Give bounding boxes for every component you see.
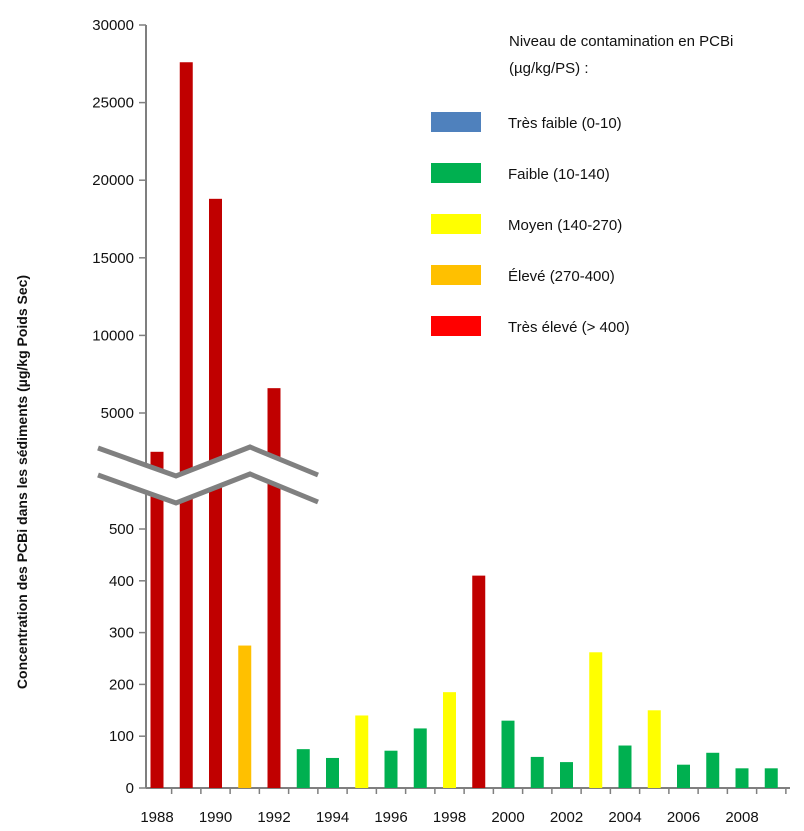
y-tick-label: 15000 [92, 250, 134, 267]
legend-title-line-2: (µg/kg/PS) : [509, 60, 589, 77]
y-tick-label: 30000 [92, 17, 134, 34]
axes: 0 100 200 300 400 500 5000 10000 15000 20000 25000… [92, 17, 790, 826]
x-tick-label: 1998 [433, 809, 466, 826]
bar-2007 [706, 752, 720, 788]
legend-label-eleve: Élevé (270-400) [508, 268, 615, 285]
x-tick-label: 2006 [667, 809, 700, 826]
bar-2003 [589, 652, 603, 788]
y-tick-label: 25000 [92, 95, 134, 112]
x-tick-label: 2004 [608, 809, 641, 826]
bar-2000 [501, 720, 515, 788]
axis-break-mark [97, 444, 319, 506]
bar-1990 [209, 198, 222, 789]
x-tick-label: 2008 [725, 809, 758, 826]
legend-label-faible: Faible (10-140) [508, 166, 610, 183]
y-axis-label: Concentration des PCBi dans les sédiment… [14, 275, 30, 689]
bar-1995 [355, 715, 369, 788]
legend-swatch-tres_eleve [431, 316, 481, 336]
bar-1994 [326, 757, 339, 788]
bars [150, 62, 778, 789]
x-tick-label: 1992 [257, 809, 290, 826]
bar-1997 [413, 728, 427, 788]
bar-2006 [677, 764, 690, 788]
legend-title-line-1: Niveau de contamination en PCBi [509, 33, 733, 50]
legend-swatch-moyen [431, 214, 481, 234]
axis-break-line-lower [97, 471, 319, 506]
y-tick-label: 0 [126, 780, 134, 797]
y-tick-label: 20000 [92, 172, 134, 189]
x-tick-label: 2000 [491, 809, 524, 826]
bar-1988 [150, 451, 164, 788]
bar-2002 [560, 762, 573, 788]
y-tick-label: 200 [109, 676, 134, 693]
bar-2005 [647, 710, 661, 788]
y-tick-label: 10000 [92, 327, 134, 344]
bar-1993 [296, 749, 310, 788]
bar-1998 [443, 692, 456, 788]
bar-1999 [472, 575, 486, 788]
bar-1996 [384, 750, 398, 788]
y-tick-label: 500 [109, 521, 134, 538]
y-tick-label: 100 [109, 728, 134, 745]
x-tick-label: 2002 [550, 809, 583, 826]
bar-1991 [238, 645, 252, 788]
legend-label-tres_eleve: Très élevé (> 400) [508, 319, 630, 336]
legend-swatch-faible [431, 163, 481, 183]
legend-swatch-eleve [431, 265, 481, 285]
y-tick-label: 400 [109, 573, 134, 590]
axis-break-line-upper [97, 444, 319, 479]
y-tick-label: 300 [109, 625, 134, 642]
x-tick-label: 1996 [374, 809, 407, 826]
x-tick-label: 1990 [199, 809, 232, 826]
bar-2004 [618, 745, 632, 788]
bar-1992 [267, 388, 281, 788]
bar-1989 [179, 62, 193, 789]
bar-2008 [735, 768, 749, 788]
bar-2009 [764, 768, 778, 788]
axis-break-gap [98, 447, 318, 503]
bar-2001 [530, 756, 544, 788]
legend-label-moyen: Moyen (140-270) [508, 217, 622, 234]
legend-label-tres_faible: Très faible (0-10) [508, 115, 622, 132]
x-tick-label: 1994 [316, 809, 349, 826]
legend-swatch-tres_faible [431, 112, 481, 132]
y-tick-label: 5000 [101, 405, 134, 422]
legend: Niveau de contamination en PCBi (µg/kg/P… [431, 33, 733, 336]
x-tick-label: 1988 [140, 809, 173, 826]
